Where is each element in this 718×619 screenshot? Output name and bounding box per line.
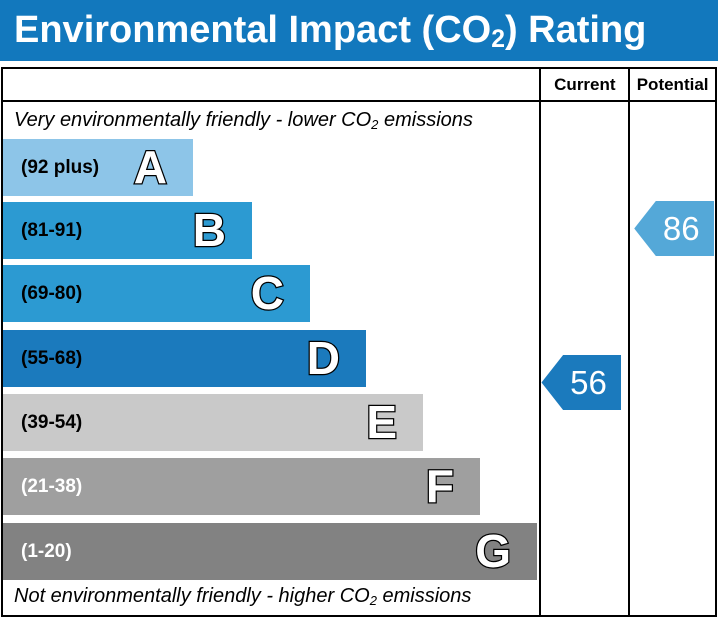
band-letter: D — [306, 331, 342, 386]
rating-band: (1-20) G — [3, 523, 537, 580]
band-letter: G — [474, 524, 512, 579]
band-letter: B — [192, 203, 228, 258]
potential-rating-marker: 86 — [634, 201, 715, 256]
current-rating-value: 56 — [570, 363, 607, 401]
rating-band: (81-91) B — [3, 202, 252, 259]
column-header-current: Current — [539, 69, 628, 100]
band-range-label: (69-80) — [21, 282, 83, 304]
bottom-note: Not environmentally friendly - higher CO… — [14, 585, 472, 608]
band-range-label: (21-38) — [21, 475, 83, 497]
rating-table: Current Potential Very environmentally f… — [1, 67, 717, 617]
rating-band: (69-80) C — [3, 265, 310, 322]
potential-column: 86 — [628, 102, 715, 615]
co2-subscript: 2 — [369, 592, 377, 608]
band-range-label: (81-91) — [21, 219, 83, 241]
rating-band: (39-54) E — [3, 394, 423, 451]
column-header-potential: Potential — [628, 69, 715, 100]
band-range-label: (55-68) — [21, 347, 83, 369]
rating-band: (55-68) D — [3, 330, 366, 387]
band-range-label: (92 plus) — [21, 156, 100, 178]
table-header-row: Current Potential — [3, 69, 715, 102]
rating-band: (21-38) F — [3, 458, 480, 515]
band-letter: A — [133, 140, 169, 195]
co2-subscript: 2 — [371, 116, 379, 132]
band-letter: E — [365, 395, 398, 450]
band-range-label: (39-54) — [21, 411, 83, 433]
current-column: 56 — [539, 102, 628, 615]
current-rating-marker: 56 — [541, 355, 622, 410]
top-note: Very environmentally friendly - lower CO… — [14, 109, 473, 132]
co2-subscript: 2 — [491, 26, 505, 54]
band-range-label: (1-20) — [21, 540, 72, 562]
potential-rating-value: 86 — [662, 209, 700, 247]
table-body: Very environmentally friendly - lower CO… — [3, 102, 715, 615]
rating-band: (92 plus) A — [3, 139, 193, 196]
band-letter: F — [425, 459, 456, 514]
chart-title-bar: Environmental Impact (CO2) Rating — [0, 0, 718, 61]
bands-column: Very environmentally friendly - lower CO… — [3, 102, 539, 615]
chart-title: Environmental Impact (CO2) Rating — [14, 9, 647, 54]
header-cell-empty — [3, 69, 539, 100]
band-letter: C — [250, 266, 286, 321]
